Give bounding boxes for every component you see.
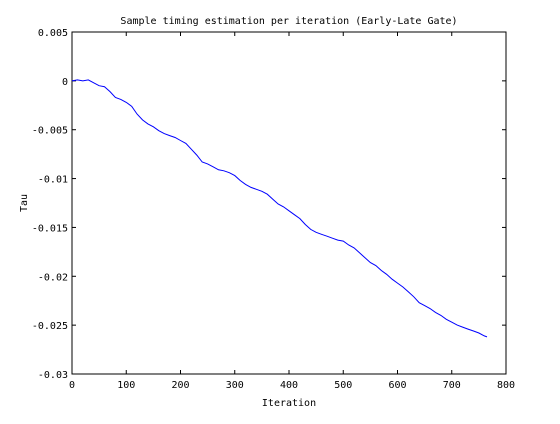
tick-marks: [71, 31, 507, 375]
axes-box: [71, 31, 507, 375]
x-tick-label: 400: [280, 380, 298, 391]
x-axis-label: Iteration: [262, 398, 316, 409]
x-tick-label: 800: [497, 380, 515, 391]
x-tick-label: 100: [117, 380, 135, 391]
x-tick-label: 700: [443, 380, 461, 391]
x-tick-label: 300: [226, 380, 244, 391]
y-tick-label: -0.025: [32, 321, 68, 332]
y-tick-label: -0.01: [38, 175, 68, 186]
y-tick-label: 0: [62, 77, 68, 88]
chart-title: Sample timing estimation per iteration (…: [120, 16, 457, 27]
y-tick-label: -0.005: [32, 126, 68, 137]
x-tick-label: 200: [171, 380, 189, 391]
y-tick-label: -0.02: [38, 272, 68, 283]
x-tick-label: 500: [334, 380, 352, 391]
series-line-tau: [71, 79, 488, 338]
x-tick-label: 0: [69, 380, 75, 391]
y-tick-label: -0.015: [32, 223, 68, 234]
x-tick-label: 600: [388, 380, 406, 391]
tick-labels: 0 100 200 300 400 500 600 700 800 0.005 0 -0.005 -0.…: [32, 28, 515, 391]
y-tick-label: 0.005: [38, 28, 68, 39]
y-axis-label: Tau: [19, 194, 30, 212]
y-tick-label: -0.03: [38, 370, 68, 381]
